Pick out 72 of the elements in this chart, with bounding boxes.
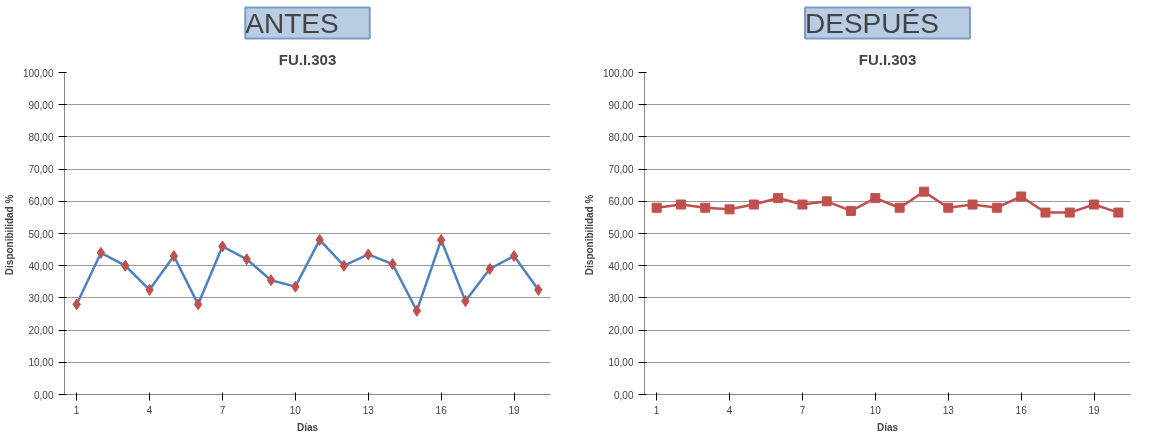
x-tick-label: 4 — [146, 404, 153, 416]
x-tick-label: 1 — [653, 404, 660, 416]
point — [724, 204, 735, 215]
x-tick-label: 16 — [435, 404, 448, 416]
point — [1113, 207, 1124, 218]
point — [870, 193, 881, 204]
point — [651, 202, 662, 213]
y-tick-label: 50,00 — [28, 228, 54, 240]
chart-title: FU.I.303 — [858, 50, 917, 68]
point — [1089, 199, 1100, 210]
point — [1064, 207, 1075, 218]
point — [193, 298, 203, 311]
y-tick-label: 40,00 — [28, 260, 54, 272]
y-tick-label: 40,00 — [608, 260, 634, 272]
point — [846, 205, 857, 216]
point — [675, 199, 686, 210]
y-tick-label: 30,00 — [28, 292, 54, 304]
x-tick-label: 19 — [1088, 404, 1101, 416]
y-tick-label: 20,00 — [608, 325, 634, 337]
x-tick-label: 13 — [942, 404, 955, 416]
point — [797, 199, 808, 210]
y-tick-label: 100,00 — [22, 67, 54, 79]
y-tick-label: 60,00 — [28, 196, 54, 208]
x-tick-label: 19 — [508, 404, 521, 416]
x-tick-label: 7 — [799, 404, 806, 416]
x-tick-label: 10 — [289, 404, 302, 416]
point — [339, 259, 349, 272]
y-tick-label: 20,00 — [28, 325, 54, 337]
text: DESPUÉS — [805, 7, 939, 39]
y-tick-label: 80,00 — [28, 131, 54, 143]
point — [821, 196, 832, 207]
point — [748, 199, 759, 210]
y-tick-label: 30,00 — [608, 292, 634, 304]
chart-title: FU.I.303 — [278, 50, 337, 68]
point — [1016, 191, 1027, 202]
point — [1040, 207, 1051, 218]
y-tick-label: 60,00 — [608, 196, 634, 208]
x-axis-title: Días — [296, 421, 319, 433]
y-tick-label: 10,00 — [28, 357, 54, 369]
point — [436, 233, 446, 246]
x-tick-label: 7 — [219, 404, 226, 416]
y-axis-title: Disponibilidad % — [583, 194, 595, 276]
y-tick-label: 90,00 — [28, 99, 54, 111]
y-tick-label: 10,00 — [608, 357, 634, 369]
text: ANTES — [245, 7, 339, 39]
y-tick-label: 80,00 — [608, 131, 634, 143]
point — [894, 202, 905, 213]
x-tick-label: 4 — [726, 404, 733, 416]
point — [991, 202, 1002, 213]
point — [96, 246, 106, 259]
point — [412, 304, 422, 317]
point — [943, 202, 954, 213]
point — [967, 199, 978, 210]
point — [266, 274, 276, 287]
y-tick-label: 0,00 — [614, 389, 634, 401]
point — [169, 250, 179, 263]
point — [773, 193, 784, 204]
point — [700, 202, 711, 213]
y-tick-label: 70,00 — [28, 164, 54, 176]
point — [918, 186, 929, 197]
x-tick-label: 1 — [73, 404, 80, 416]
x-tick-label: 13 — [362, 404, 375, 416]
x-axis-title: Días — [876, 421, 899, 433]
x-tick-label: 16 — [1015, 404, 1028, 416]
y-tick-label: 90,00 — [608, 99, 634, 111]
y-axis-title: Disponibilidad % — [3, 194, 15, 276]
y-tick-label: 0,00 — [34, 389, 54, 401]
x-tick-label: 10 — [869, 404, 882, 416]
point — [509, 250, 519, 263]
y-tick-label: 50,00 — [608, 228, 634, 240]
y-tick-label: 100,00 — [602, 67, 634, 79]
y-tick-label: 70,00 — [608, 164, 634, 176]
